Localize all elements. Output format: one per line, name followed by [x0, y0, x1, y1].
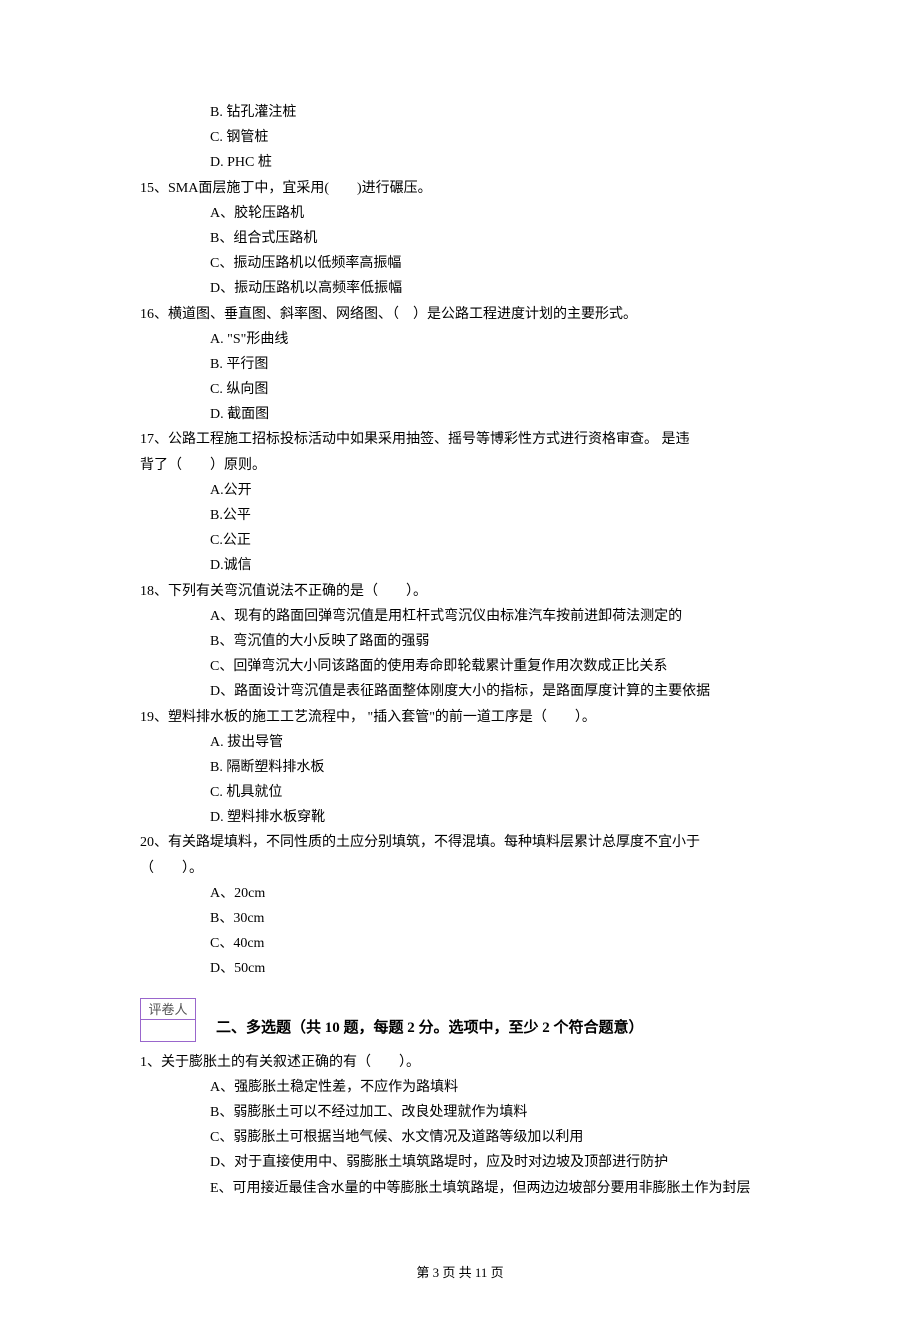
- q17-stem-line1: 17、公路工程施工招标投标活动中如果采用抽签、摇号等博彩性方式进行资格审查。 是…: [140, 427, 780, 452]
- q15-stem: 15、SMA面层施丁中，宜采用( )进行碾压。: [140, 176, 780, 201]
- q17-option-b: B.公平: [140, 503, 780, 528]
- q19-option-b: B. 隔断塑料排水板: [140, 755, 780, 780]
- q18-stem: 18、下列有关弯沉值说法不正确的是（ ）。: [140, 579, 780, 604]
- q14-option-c: C. 钢管桩: [140, 125, 780, 150]
- q18-option-a: A、现有的路面回弹弯沉值是用杠杆式弯沉仪由标准汽车按前进卸荷法测定的: [140, 604, 780, 629]
- q15-option-a: A、胶轮压路机: [140, 201, 780, 226]
- q16-option-c: C. 纵向图: [140, 377, 780, 402]
- q20-option-c: C、40cm: [140, 931, 780, 956]
- q16-option-d: D. 截面图: [140, 402, 780, 427]
- q16-option-a: A. "S"形曲线: [140, 327, 780, 352]
- q14-option-d: D. PHC 桩: [140, 150, 780, 175]
- q18-option-d: D、路面设计弯沉值是表征路面整体刚度大小的指标，是路面厚度计算的主要依据: [140, 679, 780, 704]
- mq1-option-c: C、弱膨胀土可根据当地气候、水文情况及道路等级加以利用: [140, 1125, 780, 1150]
- q19-option-a: A. 拔出导管: [140, 730, 780, 755]
- section-2-title: 二、多选题（共 10 题，每题 2 分。选项中，至少 2 个符合题意）: [216, 1015, 644, 1042]
- q19-option-c: C. 机具就位: [140, 780, 780, 805]
- q18-option-c: C、回弹弯沉大小同该路面的使用寿命即轮载累计重复作用次数成正比关系: [140, 654, 780, 679]
- mq1-option-e: E、可用接近最佳含水量的中等膨胀土填筑路堤，但两边边坡部分要用非膨胀土作为封层: [140, 1176, 780, 1201]
- q18-option-b: B、弯沉值的大小反映了路面的强弱: [140, 629, 780, 654]
- mq1-option-b: B、弱膨胀土可以不经过加工、改良处理就作为填料: [140, 1100, 780, 1125]
- q17-option-d: D.诚信: [140, 553, 780, 578]
- q19-stem: 19、塑料排水板的施工工艺流程中， "插入套管"的前一道工序是（ ）。: [140, 705, 780, 730]
- q16-option-b: B. 平行图: [140, 352, 780, 377]
- grader-box: 评卷人: [140, 998, 196, 1042]
- q20-option-d: D、50cm: [140, 956, 780, 981]
- q19-option-d: D. 塑料排水板穿靴: [140, 805, 780, 830]
- page-footer: 第 3 页 共 11 页: [140, 1261, 780, 1284]
- section-header-row: 评卷人 二、多选题（共 10 题，每题 2 分。选项中，至少 2 个符合题意）: [140, 990, 780, 1042]
- grader-empty-cell: [140, 1020, 196, 1042]
- q16-stem: 16、横道图、垂直图、斜率图、网络图、（ ）是公路工程进度计划的主要形式。: [140, 302, 780, 327]
- q17-stem-line2: 背了（ ）原则。: [140, 453, 780, 478]
- mq1-stem: 1、关于膨胀土的有关叙述正确的有（ ）。: [140, 1050, 780, 1075]
- mq1-option-d: D、对于直接使用中、弱膨胀土填筑路堤时，应及时对边坡及顶部进行防护: [140, 1150, 780, 1175]
- q17-option-c: C.公正: [140, 528, 780, 553]
- q20-option-b: B、30cm: [140, 906, 780, 931]
- q20-stem-line2: （ ）。: [140, 856, 780, 881]
- mq1-option-a: A、强膨胀土稳定性差，不应作为路填料: [140, 1075, 780, 1100]
- q15-option-c: C、振动压路机以低频率高振幅: [140, 251, 780, 276]
- q20-option-a: A、20cm: [140, 881, 780, 906]
- q15-option-b: B、组合式压路机: [140, 226, 780, 251]
- q20-stem-line1: 20、有关路堤填料，不同性质的土应分别填筑，不得混填。每种填料层累计总厚度不宜小…: [140, 830, 780, 855]
- grader-label: 评卷人: [140, 998, 196, 1020]
- q17-option-a: A.公开: [140, 478, 780, 503]
- q15-option-d: D、振动压路机以高频率低振幅: [140, 276, 780, 301]
- q14-option-b: B. 钻孔灌注桩: [140, 100, 780, 125]
